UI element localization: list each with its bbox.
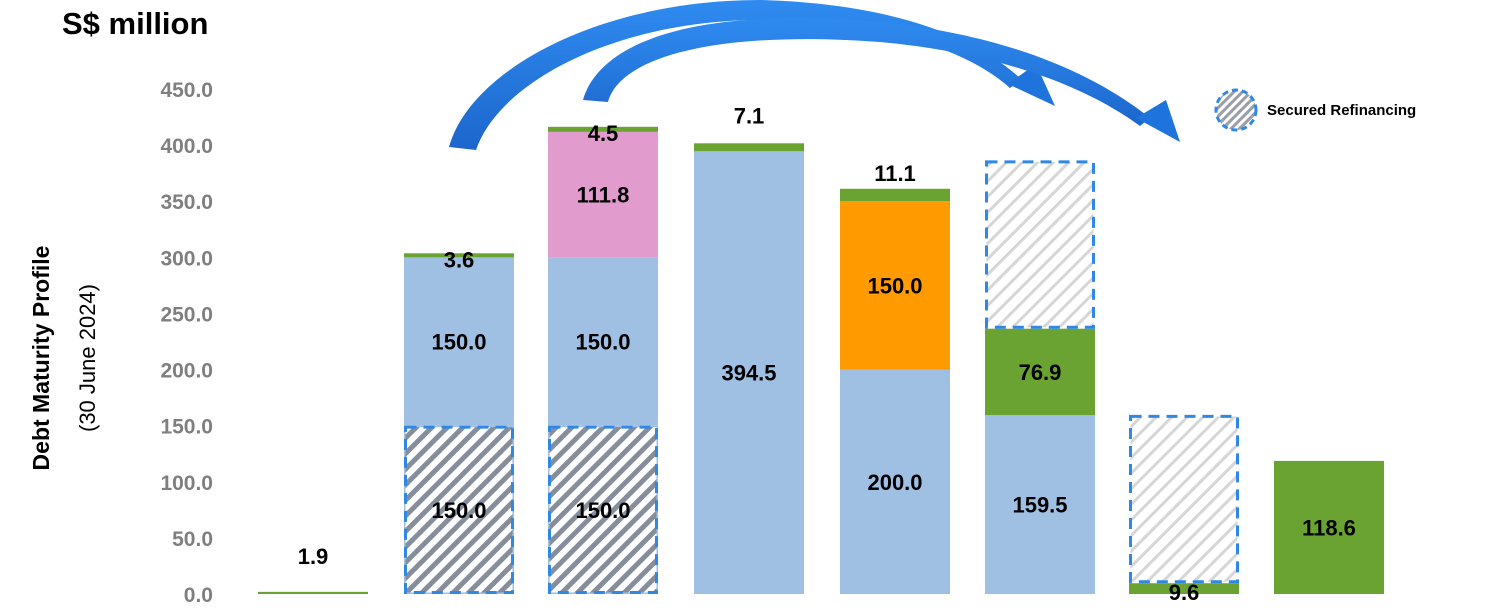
bar-segment bbox=[840, 201, 950, 370]
bar-segment bbox=[985, 415, 1095, 594]
secured-refinancing-box bbox=[1129, 414, 1239, 584]
secured-refinancing-box bbox=[548, 425, 658, 594]
unit-title: S$ million bbox=[62, 6, 209, 41]
data-label: 150.0 bbox=[431, 498, 486, 523]
data-label: 394.5 bbox=[721, 361, 776, 386]
bar-segment bbox=[1274, 460, 1384, 594]
bar-segment bbox=[404, 257, 514, 426]
bar-segment bbox=[1129, 583, 1239, 594]
bar-segment bbox=[548, 126, 658, 132]
legend: Secured Refinancing bbox=[1214, 88, 1416, 132]
y-tick-label: 300.0 bbox=[160, 247, 213, 270]
arrow-icon bbox=[583, 18, 1150, 126]
data-label: 200.0 bbox=[867, 470, 922, 495]
y-axis-title: Debt Maturity Profile bbox=[28, 246, 54, 471]
bar-segment bbox=[404, 253, 514, 258]
secured-refinancing-box bbox=[985, 160, 1095, 329]
arrow-icon bbox=[1136, 100, 1180, 142]
legend-label: Secured Refinancing bbox=[1267, 102, 1416, 119]
bar-segment bbox=[694, 151, 804, 595]
y-tick-label: 50.0 bbox=[172, 528, 213, 551]
y-tick-label: 150.0 bbox=[160, 416, 213, 439]
data-label: 111.8 bbox=[577, 183, 630, 208]
bar-segment bbox=[985, 328, 1095, 416]
data-label: 4.5 bbox=[588, 121, 619, 146]
data-labels: 1.9 150.0 150.0 3.6 150.0 150.0 111.8 4.5 394.5 7… bbox=[298, 103, 1356, 605]
data-label: 150.0 bbox=[575, 330, 630, 355]
y-axis-subtitle: (30 June 2024) bbox=[75, 284, 100, 432]
data-label: 9.6 bbox=[1169, 580, 1200, 605]
bar-segment bbox=[694, 143, 804, 152]
y-axis-ticks: 0.0 50.0 100.0 150.0 200.0 250.0 300.0 350.0 400… bbox=[160, 79, 213, 607]
data-label: 118.6 bbox=[1302, 515, 1356, 540]
secured-refinancing-box bbox=[404, 425, 514, 594]
bar-segment bbox=[548, 131, 658, 258]
bar-segment bbox=[840, 369, 950, 594]
y-tick-label: 400.0 bbox=[160, 135, 213, 158]
data-label: 76.9 bbox=[1019, 360, 1062, 385]
arrow-icon bbox=[449, 0, 1022, 150]
data-label: 150.0 bbox=[431, 330, 486, 355]
hatched-circle-icon bbox=[1214, 88, 1258, 132]
data-label: 7.1 bbox=[734, 103, 765, 128]
data-label: 159.5 bbox=[1012, 493, 1067, 518]
y-tick-label: 0.0 bbox=[184, 584, 213, 607]
y-tick-label: 350.0 bbox=[160, 191, 213, 214]
y-tick-label: 450.0 bbox=[160, 79, 213, 102]
y-tick-label: 200.0 bbox=[160, 360, 213, 383]
arrow-icon bbox=[1008, 64, 1055, 106]
y-tick-label: 250.0 bbox=[160, 303, 213, 326]
data-label: 1.9 bbox=[298, 544, 329, 569]
bar-segment bbox=[258, 591, 368, 594]
data-label: 150.0 bbox=[575, 498, 630, 523]
bar-segment bbox=[840, 188, 950, 202]
refinancing-arrows bbox=[449, 0, 1180, 150]
data-label: 3.6 bbox=[444, 247, 475, 272]
bar-segment bbox=[548, 257, 658, 426]
data-label: 150.0 bbox=[867, 273, 922, 298]
y-tick-label: 100.0 bbox=[160, 472, 213, 495]
bar-series bbox=[258, 126, 1384, 595]
data-label: 11.1 bbox=[874, 161, 916, 186]
